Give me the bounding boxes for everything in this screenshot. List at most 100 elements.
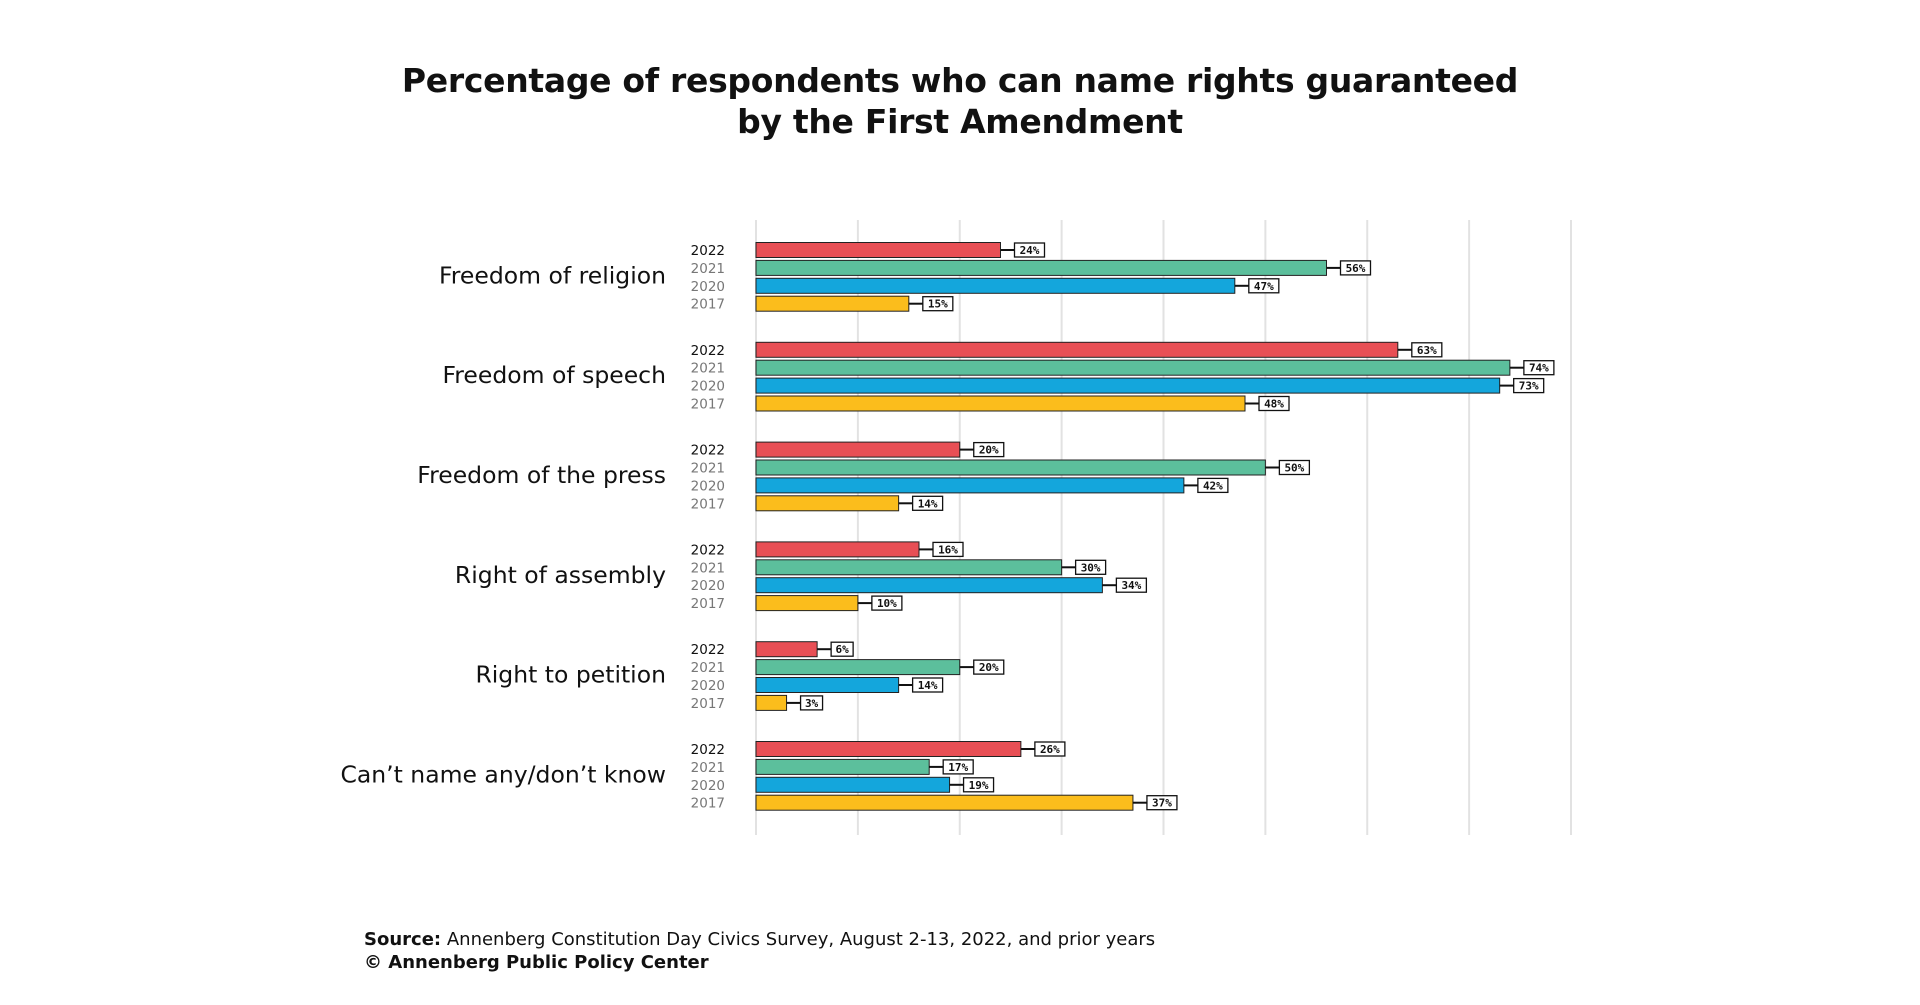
label-box <box>1248 278 1280 294</box>
label-box <box>1013 242 1046 258</box>
category-label: Freedom of the press <box>417 461 666 489</box>
series-label: 2017 <box>691 596 725 612</box>
series-label: 2020 <box>691 279 725 295</box>
source-label: Source: <box>364 929 442 950</box>
series-label: 2021 <box>691 660 725 676</box>
bar <box>755 577 1103 594</box>
bar <box>755 295 910 312</box>
value-label: 26% <box>1040 743 1060 756</box>
value-label: 56% <box>1346 262 1366 275</box>
bar <box>755 595 859 612</box>
label-box <box>942 759 974 775</box>
value-label: 47% <box>1254 280 1274 293</box>
bar <box>755 659 961 676</box>
label-box <box>830 641 854 657</box>
series-label: 2017 <box>691 496 725 512</box>
label-box <box>1339 260 1372 276</box>
bar <box>755 477 1185 494</box>
series-label: 2017 <box>691 397 725 413</box>
copyright: © Annenberg Public Policy Center <box>364 952 709 973</box>
category-label: Right of assembly <box>455 561 666 589</box>
value-label: 6% <box>836 643 850 656</box>
series-label: 2022 <box>691 443 725 459</box>
value-label: 10% <box>877 597 897 610</box>
value-label: 20% <box>979 444 999 457</box>
label-box <box>911 495 944 511</box>
label-box <box>1411 342 1443 358</box>
series-label: 2020 <box>691 678 725 694</box>
bar <box>755 459 1266 476</box>
category-label: Can’t name any/don’t know <box>340 760 666 788</box>
label-box <box>973 441 1005 458</box>
label-box <box>911 677 944 693</box>
value-label: 34% <box>1121 579 1141 592</box>
series-label: 2021 <box>691 361 725 377</box>
bar <box>755 694 788 711</box>
series-label: 2021 <box>691 261 725 277</box>
bar <box>755 359 1511 376</box>
series-label: 2017 <box>691 796 725 812</box>
series-label: 2020 <box>691 578 725 594</box>
series-label: 2017 <box>691 696 725 712</box>
series-label: 2021 <box>691 560 725 576</box>
label-box <box>1074 559 1107 575</box>
bar <box>755 242 1001 258</box>
label-box <box>1115 577 1148 593</box>
value-label: 42% <box>1203 479 1223 492</box>
chart-title: Percentage of respondents who can name r… <box>401 61 1519 141</box>
value-label: 50% <box>1284 462 1304 475</box>
value-label: 14% <box>918 679 938 692</box>
series-label: 2020 <box>691 778 725 794</box>
label-box <box>1197 477 1229 494</box>
value-label: 14% <box>918 497 938 510</box>
category-label: Freedom of speech <box>442 361 666 389</box>
series-label: 2020 <box>691 379 725 395</box>
series-label: 2022 <box>691 642 725 658</box>
bar <box>755 794 1134 811</box>
label-box <box>1258 395 1290 412</box>
value-label: 37% <box>1152 797 1172 810</box>
source-line: Source: Annenberg Constitution Day Civic… <box>364 928 1155 951</box>
value-label: 17% <box>948 761 968 774</box>
bar <box>755 559 1063 576</box>
source: Annenberg Constitution Day Civics Survey… <box>446 929 1156 950</box>
label-box <box>932 541 964 558</box>
value-label: 19% <box>969 779 989 792</box>
series-label: 2022 <box>691 243 725 259</box>
label-box <box>1034 741 1066 757</box>
label-box <box>922 296 954 312</box>
value-label: 20% <box>979 661 999 674</box>
bar <box>755 277 1236 294</box>
category-label: Right to petition <box>475 661 666 689</box>
bar <box>755 677 900 693</box>
value-label: 74% <box>1529 362 1549 375</box>
series-label: 2022 <box>691 343 725 359</box>
label-box <box>1278 459 1311 476</box>
series-label: 2022 <box>691 542 725 558</box>
footer: Source: Annenberg Constitution Day Civic… <box>364 928 1155 974</box>
label-box <box>1146 795 1178 811</box>
bar <box>755 341 1399 358</box>
series-label: 2020 <box>691 478 725 494</box>
label-box <box>1513 377 1545 394</box>
bar <box>755 741 1022 757</box>
value-label: 30% <box>1081 561 1101 574</box>
value-label: 48% <box>1264 398 1284 411</box>
bar <box>755 395 1246 412</box>
value-label: 63% <box>1417 344 1437 357</box>
value-label: 73% <box>1519 380 1539 393</box>
bar <box>755 377 1501 394</box>
bar <box>755 259 1327 276</box>
bar <box>755 641 818 658</box>
value-label: 3% <box>805 697 819 710</box>
bar <box>755 441 961 458</box>
value-label: 24% <box>1020 244 1040 257</box>
series-label: 2021 <box>691 760 725 776</box>
bar <box>755 776 951 793</box>
bar <box>755 495 900 512</box>
category-label: Freedom of religion <box>439 261 666 289</box>
value-label: 16% <box>938 543 958 556</box>
label-box <box>799 695 824 711</box>
